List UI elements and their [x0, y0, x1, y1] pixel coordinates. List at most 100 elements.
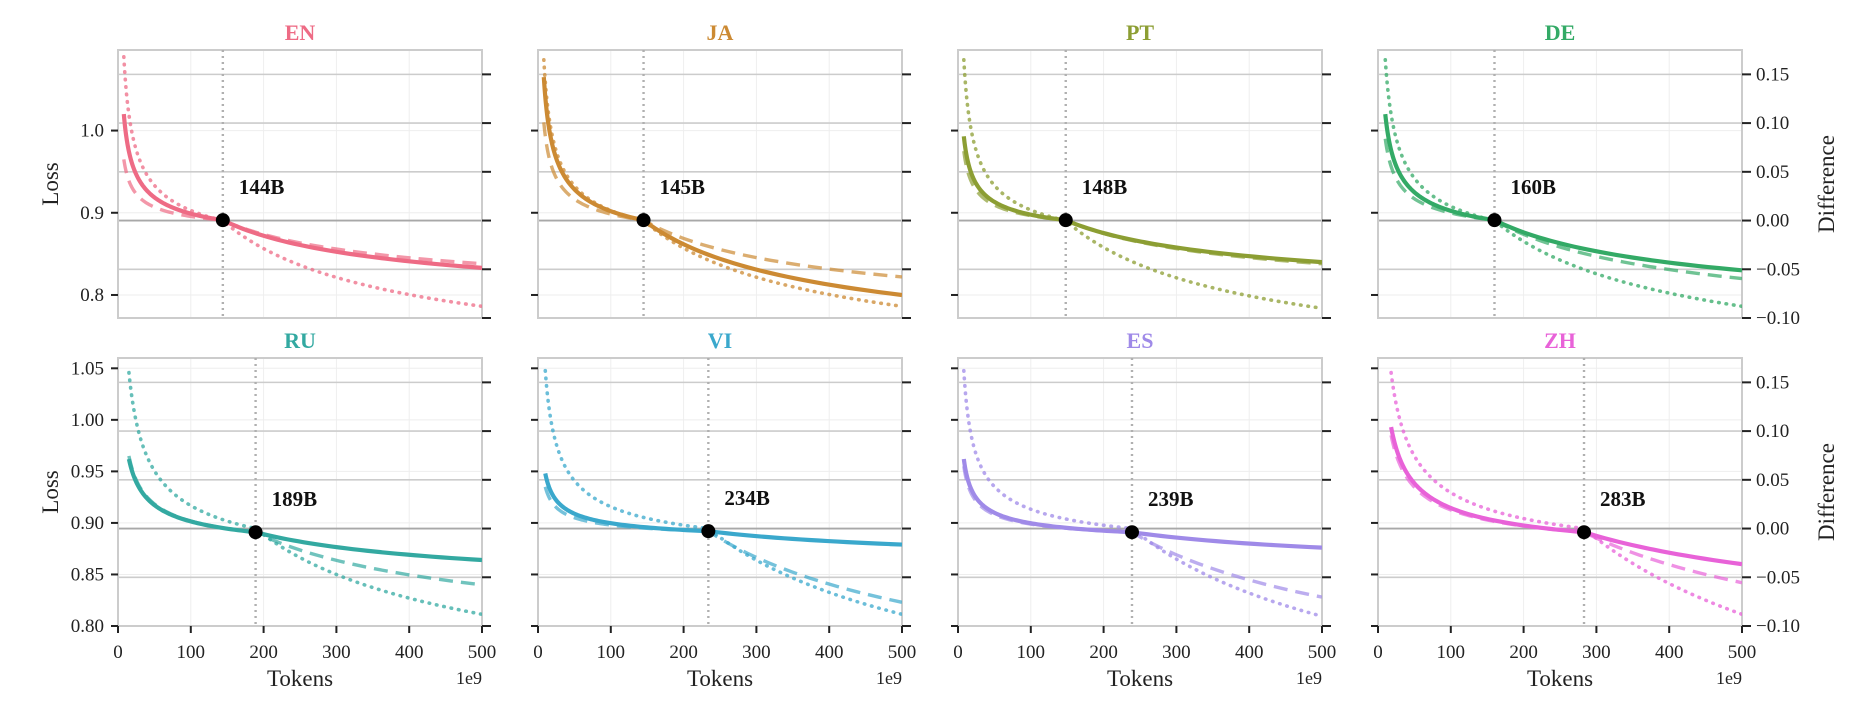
- crossover-point: [1058, 213, 1073, 228]
- crossover-point: [636, 213, 651, 228]
- panel-title: DE: [1545, 20, 1576, 45]
- right-tick-label: 0.10: [1756, 421, 1789, 442]
- crossover-label: 283B: [1600, 487, 1646, 511]
- x-exponent-label: 1e9: [876, 668, 902, 688]
- panel-title: JA: [707, 20, 734, 45]
- plot-frame: [957, 49, 1323, 319]
- x-tick-label: 400: [815, 642, 844, 663]
- crossover-label: 148B: [1082, 175, 1128, 199]
- left-axis-label: Loss: [38, 162, 63, 206]
- right-tick-label: −0.10: [1756, 616, 1800, 637]
- x-axis-label: Tokens: [1107, 666, 1173, 691]
- series-solid: [121, 113, 482, 270]
- x-tick-label: 200: [1089, 642, 1118, 663]
- series-dashed: [1389, 434, 1742, 585]
- plot-frame: [117, 49, 483, 319]
- right-tick-label: 0.15: [1756, 372, 1789, 393]
- x-axis-label: Tokens: [1527, 666, 1593, 691]
- x-tick-label: 100: [1017, 642, 1046, 663]
- x-tick-label: 300: [1582, 642, 1611, 663]
- crossover-label: 160B: [1510, 175, 1556, 199]
- x-exponent-label: 1e9: [456, 668, 482, 688]
- crossover-label: 145B: [660, 175, 706, 199]
- x-tick-label: 400: [1655, 642, 1684, 663]
- left-tick-label: 0.90: [71, 513, 104, 534]
- x-tick-label: 100: [177, 642, 206, 663]
- panel-pt: 148B PT: [951, 20, 1331, 319]
- x-tick-label: 0: [113, 642, 123, 663]
- series-group: [543, 368, 902, 617]
- crossover-label: 144B: [239, 175, 285, 199]
- x-exponent-label: 1e9: [1296, 668, 1322, 688]
- series-group: [961, 368, 1322, 619]
- x-tick-label: 300: [1162, 642, 1191, 663]
- left-axis-label: Loss: [38, 470, 63, 514]
- panel-title: RU: [284, 328, 316, 353]
- panel-ru: 189B RU 0.80 0.85 0.90 0.95 1.00 1.05 0 100 200 300…: [38, 328, 496, 691]
- panel-en: 144B EN 0.8 0.9 1.0 Loss: [38, 20, 491, 319]
- x-tick-label: 0: [953, 642, 963, 663]
- series-solid: [126, 458, 482, 563]
- series-dashed: [962, 150, 1322, 266]
- series-group: [1383, 57, 1742, 309]
- right-tick-label: 0.05: [1756, 162, 1789, 183]
- x-tick-label: 0: [533, 642, 543, 663]
- series-solid: [1389, 426, 1742, 567]
- panel-de: 160B DE −0.10 −0.05 0.00 0.05 0.10 0.15 Differen…: [1371, 20, 1839, 329]
- series-solid: [961, 458, 1322, 550]
- series-dashed: [543, 486, 902, 604]
- x-tick-label: 500: [1308, 642, 1337, 663]
- series-dotted: [1383, 57, 1742, 309]
- plot-frame: [537, 49, 903, 319]
- x-tick-label: 300: [322, 642, 351, 663]
- x-tick-label: 0: [1373, 642, 1383, 663]
- left-tick-label: 1.05: [71, 358, 104, 379]
- plot-frame: [1377, 357, 1743, 627]
- left-tick-label: 1.00: [71, 410, 104, 431]
- x-tick-label: 500: [468, 642, 497, 663]
- crossover-point: [1487, 213, 1502, 228]
- x-exponent-label: 1e9: [1716, 668, 1742, 688]
- panel-es: 239B ES 0 100 200 300 400 500 Tokens 1e9: [951, 328, 1336, 691]
- series-group: [121, 55, 482, 309]
- crossover-point: [248, 525, 263, 540]
- series-dotted: [962, 368, 1322, 619]
- panel-ja: 145B JA: [531, 20, 911, 319]
- x-tick-label: 500: [888, 642, 917, 663]
- left-tick-label: 0.9: [80, 203, 104, 224]
- panel-title: PT: [1126, 20, 1154, 45]
- panel-zh: 283B ZH −0.10 −0.05 0.00 0.05 0.10 0.15 0 100 200 3…: [1371, 328, 1839, 691]
- left-tick-label: 0.95: [71, 461, 104, 482]
- crossover-point: [701, 524, 716, 539]
- x-axis-label: Tokens: [267, 666, 333, 691]
- series-dashed: [122, 159, 482, 266]
- left-tick-label: 0.80: [71, 616, 104, 637]
- series-group: [541, 57, 902, 309]
- series-solid: [543, 473, 902, 547]
- panel-title: EN: [285, 20, 316, 45]
- crossover-label: 234B: [724, 486, 770, 510]
- series-dashed: [542, 122, 902, 279]
- series-solid: [541, 76, 902, 298]
- crossover-point: [1124, 525, 1139, 540]
- x-tick-label: 400: [1235, 642, 1264, 663]
- series-dashed: [1383, 138, 1742, 281]
- series-dotted: [1389, 370, 1742, 617]
- x-tick-label: 100: [1437, 642, 1466, 663]
- right-axis-label: Difference: [1814, 443, 1839, 541]
- crossover-label: 189B: [272, 487, 318, 511]
- right-axis-label: Difference: [1814, 135, 1839, 233]
- plot-frame: [957, 357, 1323, 627]
- crossover-label: 239B: [1148, 487, 1194, 511]
- series-group: [961, 57, 1322, 311]
- series-solid: [1383, 113, 1742, 273]
- x-tick-label: 200: [1509, 642, 1538, 663]
- panel-title: ES: [1127, 328, 1154, 353]
- x-tick-label: 200: [249, 642, 278, 663]
- right-tick-label: −0.10: [1756, 308, 1800, 329]
- crossover-point: [1577, 525, 1592, 540]
- series-group: [126, 370, 482, 617]
- x-tick-label: 200: [669, 642, 698, 663]
- left-tick-label: 1.0: [80, 121, 104, 142]
